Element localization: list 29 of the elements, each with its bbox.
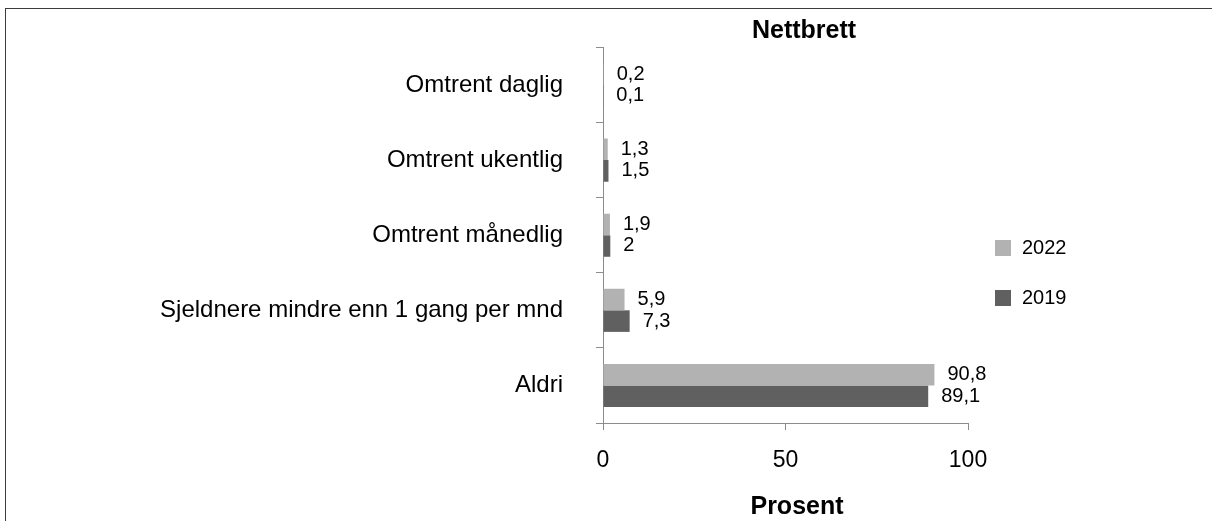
chart-title: Nettbrett <box>751 14 857 43</box>
bar <box>603 310 630 332</box>
y-tick-label: Omtrent daglig <box>405 69 563 97</box>
x-axis-title: Prosent <box>750 490 845 519</box>
data-label: 1,3 <box>620 136 649 159</box>
data-label: 89,1 <box>941 383 981 406</box>
legend-label: 2019 <box>1022 285 1067 308</box>
bar <box>603 235 611 257</box>
data-label: 2 <box>623 233 635 256</box>
data-label: 5,9 <box>637 287 666 310</box>
x-tick-label: 100 <box>948 446 988 473</box>
y-tick-label: Omtrent månedlig <box>372 219 563 247</box>
y-tick-label: Aldri <box>514 370 563 398</box>
data-label: 7,3 <box>642 308 671 331</box>
data-label: 1,9 <box>622 211 651 234</box>
data-label: 0,2 <box>616 61 645 84</box>
bar <box>603 138 608 161</box>
data-label: 0,1 <box>616 83 645 106</box>
x-tick-label: 50 <box>772 446 799 473</box>
y-tick-label: Sjeldnere mindre enn 1 gang per mnd <box>160 294 563 322</box>
bar <box>603 363 935 386</box>
x-tick-label: 0 <box>596 446 610 473</box>
legend-label: 2022 <box>1022 235 1067 258</box>
bar <box>603 385 929 407</box>
bar <box>603 213 610 236</box>
bar <box>603 288 625 311</box>
data-label: 1,5 <box>621 158 650 181</box>
y-tick-label: Omtrent ukentlig <box>386 144 563 172</box>
data-label: 90,8 <box>947 362 987 385</box>
